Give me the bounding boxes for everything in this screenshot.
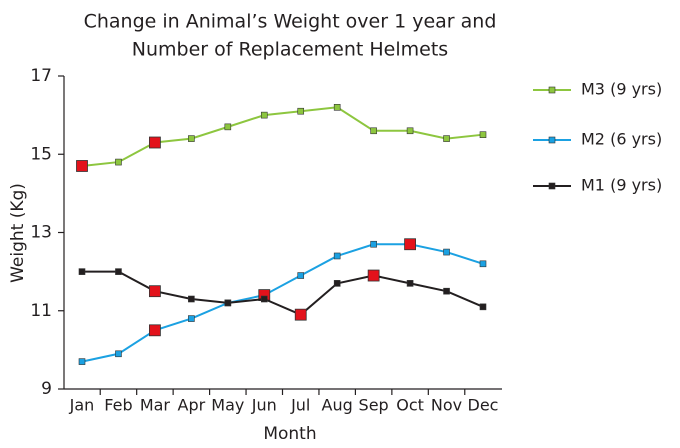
x-tick-label: Jan [69, 396, 95, 415]
x-tick-label: Jun [251, 396, 277, 415]
marker [78, 268, 86, 275]
marker [260, 295, 268, 303]
marker [479, 303, 487, 311]
y-tick-label: 11 [30, 301, 52, 321]
marker [224, 123, 232, 131]
marker [333, 104, 341, 111]
series-line [81, 243, 484, 363]
x-tick-label: Feb [104, 396, 132, 415]
legend-marker [548, 86, 556, 94]
highlight-marker [294, 308, 307, 321]
marker [188, 315, 195, 322]
marker [188, 295, 195, 303]
marker [260, 111, 268, 119]
marker [370, 127, 377, 135]
legend-marker [548, 182, 556, 190]
highlight-marker [76, 160, 88, 172]
marker [479, 131, 487, 138]
marker [406, 280, 414, 287]
marker [443, 287, 450, 295]
series-line [82, 270, 484, 316]
x-tick-label: Mar [140, 396, 171, 415]
x-tick-label: Sep [359, 396, 389, 415]
marker [115, 350, 122, 358]
y-axis-label: Weight (Kg) [8, 183, 28, 283]
marker [443, 135, 450, 142]
x-tick-label: Dec [468, 396, 499, 415]
x-axis-label: Month [263, 424, 316, 444]
legend-marker [548, 136, 556, 144]
marker [115, 158, 122, 166]
marker [297, 107, 305, 115]
chart-title: Number of Replacement Helmets [132, 39, 448, 61]
y-tick-label: 15 [30, 144, 52, 164]
chart-title: Change in Animal’s Weight over 1 year an… [84, 11, 497, 33]
x-tick-label: Apr [178, 396, 206, 415]
legend-label: M3 (9 yrs) [581, 80, 662, 99]
series-line [81, 106, 484, 167]
highlight-marker [149, 136, 161, 149]
y-tick-label: 13 [30, 223, 52, 243]
legend-label: M1 (9 yrs) [581, 176, 662, 195]
highlight-marker [149, 285, 161, 298]
marker [370, 240, 377, 248]
highlight-marker [404, 238, 416, 251]
marker [333, 252, 341, 260]
marker [78, 358, 86, 365]
x-tick-label: Aug [322, 396, 353, 415]
marker [224, 299, 232, 307]
marker [115, 268, 122, 275]
y-tick-label: 17 [30, 66, 52, 86]
legend-label: M2 (6 yrs) [581, 130, 662, 149]
marker [443, 248, 450, 256]
highlight-marker [149, 324, 161, 337]
x-tick-label: Oct [396, 396, 424, 415]
marker [406, 127, 414, 135]
marker [479, 260, 487, 268]
y-tick-label: 9 [41, 379, 52, 399]
x-tick-label: Nov [431, 396, 462, 415]
highlight-marker [367, 269, 380, 282]
marker [297, 272, 305, 279]
x-tick-label: May [211, 396, 244, 415]
marker [188, 135, 195, 142]
x-tick-label: Jul [290, 396, 310, 415]
marker [333, 280, 341, 287]
